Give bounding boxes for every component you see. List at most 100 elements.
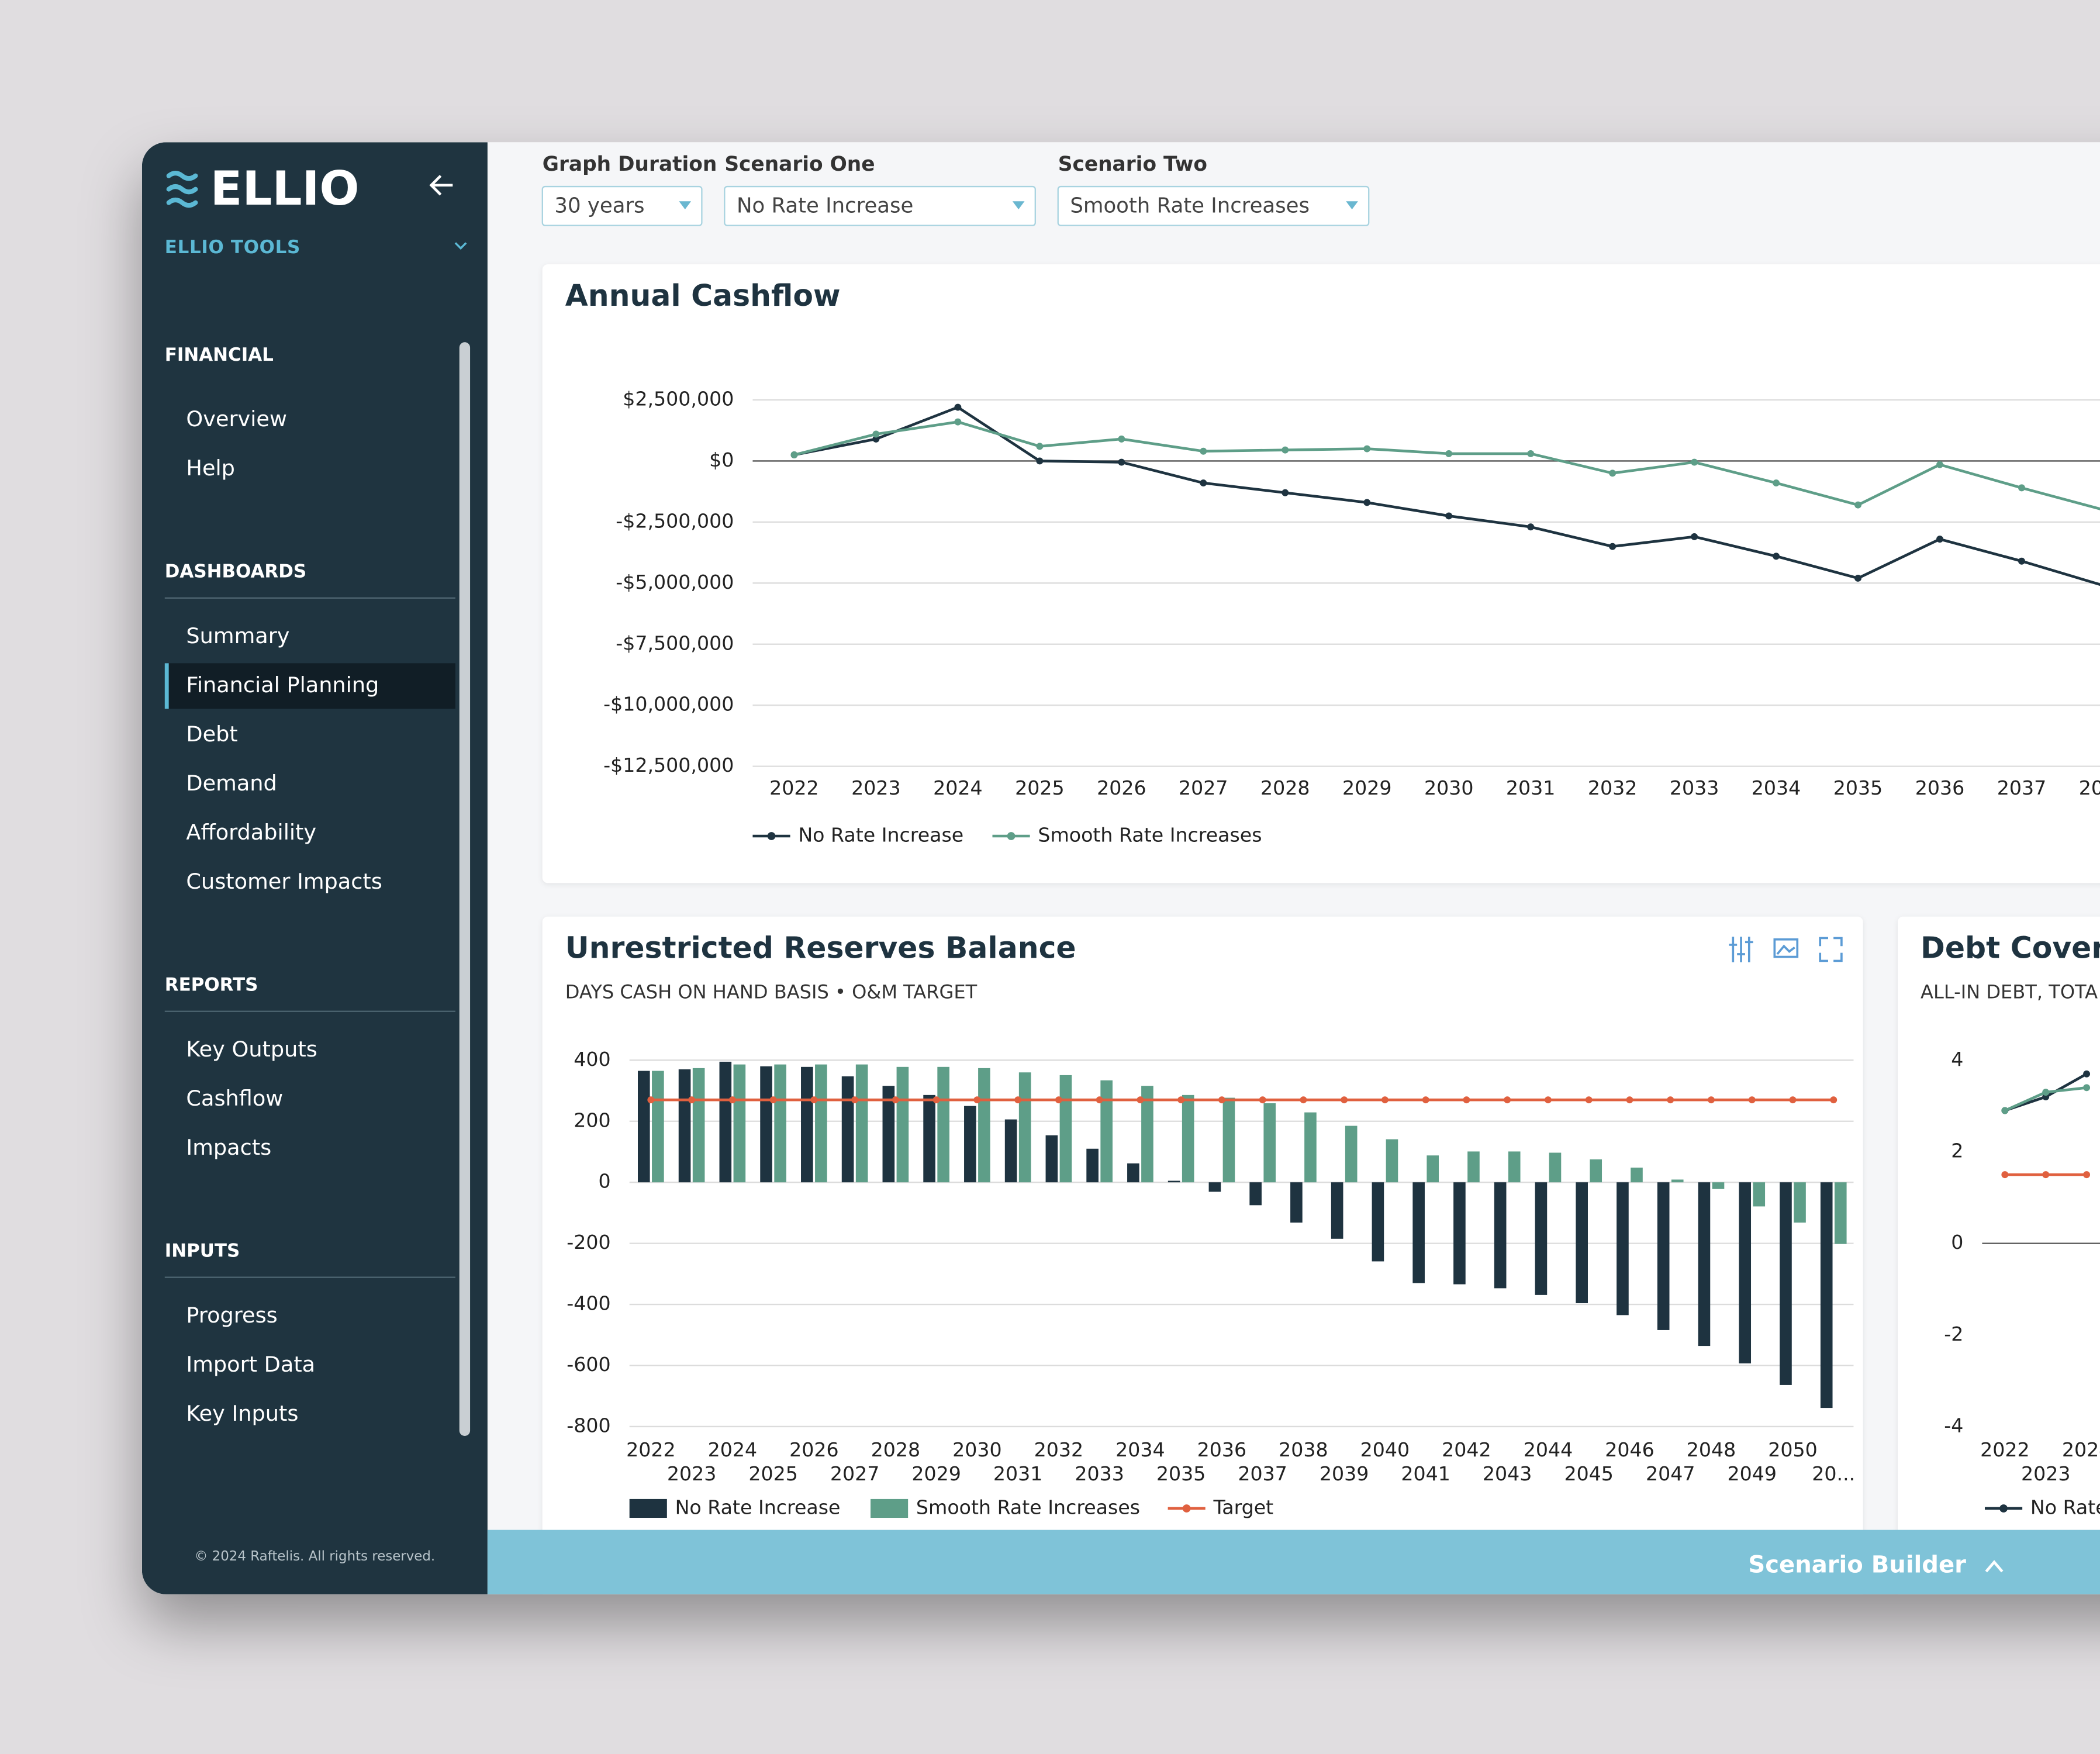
bar [1263, 1103, 1276, 1183]
x-tick-label: 2035 [1156, 1462, 1206, 1485]
y-tick-label: -$7,500,000 [616, 631, 734, 654]
point [892, 1096, 899, 1104]
x-tick-label: 2022 [626, 1438, 676, 1461]
scenario-bar[interactable] [487, 1529, 2100, 1594]
x-tick-label: 2046 [1605, 1438, 1655, 1461]
nav-item[interactable]: Import Data [186, 1352, 315, 1377]
point [872, 435, 880, 443]
nav-item[interactable]: Key Outputs [186, 1037, 317, 1062]
bar [1549, 1152, 1562, 1183]
x-tick-label: 2039 [1320, 1462, 1369, 1485]
legend-dot [1007, 832, 1016, 840]
point [851, 1096, 859, 1104]
chart-title: Debt Covera [1921, 931, 2100, 965]
filter-value: No Rate Increase [737, 194, 913, 217]
y-tick-label: -600 [567, 1353, 610, 1376]
point [1527, 523, 1535, 531]
scrollbar[interactable] [459, 342, 471, 1437]
point [790, 451, 798, 458]
bar [1222, 1097, 1235, 1183]
nav-item[interactable]: Affordability [186, 820, 316, 845]
y-tick-label: -4 [1944, 1414, 1963, 1437]
point [728, 1096, 736, 1104]
nav-item[interactable]: Summary [186, 623, 289, 648]
point [1936, 461, 1943, 468]
bar [1590, 1159, 1602, 1183]
x-tick-label: 2023 [2021, 1462, 2071, 1485]
nav-item[interactable]: Cashflow [186, 1086, 283, 1111]
point [1137, 1096, 1144, 1104]
point [1096, 1096, 1103, 1104]
x-tick-label: 2022 [769, 776, 819, 799]
tools-menu[interactable]: ELLIO TOOLS [165, 237, 301, 258]
bar [896, 1066, 909, 1183]
image-icon[interactable] [1773, 938, 1799, 958]
filters: Graph Duration 30 years Scenario One No Rat… [541, 153, 1370, 226]
bar [774, 1064, 786, 1183]
bar [801, 1066, 813, 1183]
filter-select[interactable] [541, 185, 703, 226]
settings-icon[interactable] [1729, 937, 1753, 962]
point [1585, 1096, 1593, 1104]
bar [1182, 1094, 1194, 1183]
point [1363, 445, 1371, 453]
bar [1141, 1086, 1153, 1183]
bar [1712, 1182, 1725, 1189]
logo: ELLIO [210, 161, 360, 216]
nav-item[interactable]: Key Inputs [186, 1401, 298, 1426]
bar [1753, 1182, 1766, 1207]
y-tick-label: 400 [574, 1048, 610, 1071]
nav-item[interactable]: Demand [186, 771, 277, 796]
nav-item[interactable]: Overview [186, 406, 286, 431]
y-tick-label: -200 [567, 1231, 610, 1254]
nav-item[interactable]: Customer Impacts [186, 869, 382, 894]
point [2001, 1107, 2009, 1114]
x-tick-label: 2034 [1115, 1438, 1165, 1461]
point [1830, 1096, 1838, 1104]
filter-label: Scenario One [724, 153, 875, 176]
bar [1671, 1179, 1684, 1183]
x-tick-label: 2026 [1097, 776, 1146, 799]
bar [1127, 1163, 1139, 1183]
card [1898, 916, 2100, 1594]
point [872, 430, 880, 438]
nav-item[interactable]: Progress [186, 1303, 277, 1328]
point [769, 1096, 777, 1104]
filter-label: Graph Duration [543, 153, 717, 176]
filter-select[interactable] [724, 185, 1036, 226]
point [2083, 1084, 2091, 1092]
bar [719, 1061, 732, 1183]
point [2083, 1070, 2091, 1078]
x-tick-label: 2032 [1034, 1438, 1084, 1461]
fullscreen-icon[interactable] [1819, 937, 1843, 962]
bar [978, 1068, 990, 1183]
collapse-button[interactable] [429, 175, 453, 196]
x-tick-label: 2032 [1588, 776, 1638, 799]
tools-chevron[interactable] [454, 242, 467, 250]
x-tick-label: 2031 [1506, 776, 1556, 799]
bar [1412, 1182, 1425, 1283]
point [1463, 1096, 1470, 1104]
y-tick-label: 4 [1951, 1048, 1963, 1071]
bar [1059, 1075, 1072, 1183]
nav-item[interactable]: Financial Planning [186, 672, 379, 698]
point [2018, 484, 2025, 492]
x-tick-label: 2044 [1524, 1438, 1573, 1461]
x-tick-label: 2036 [1197, 1438, 1247, 1461]
card-tools [1729, 937, 1843, 962]
bar [1453, 1182, 1466, 1285]
chart-subtitle: DAYS CASH ON HAND BASIS • O&M TARGET [565, 981, 978, 1003]
x-tick-label: 2027 [830, 1462, 880, 1485]
nav-item[interactable]: Debt [186, 721, 237, 747]
nav-item[interactable]: Impacts [186, 1135, 271, 1160]
nav-item[interactable]: Help [186, 455, 235, 481]
point [1445, 512, 1453, 520]
point [1789, 1096, 1797, 1104]
scenario-builder-label[interactable]: Scenario Builder [1748, 1552, 1966, 1579]
filter-select[interactable] [1057, 185, 1370, 226]
legend-label: Target [1213, 1496, 1273, 1518]
sidebar [141, 142, 488, 1594]
scenario-chevron[interactable] [1985, 1560, 2004, 1573]
bar [1494, 1182, 1507, 1289]
x-tick-label: 2033 [1075, 1462, 1124, 1485]
